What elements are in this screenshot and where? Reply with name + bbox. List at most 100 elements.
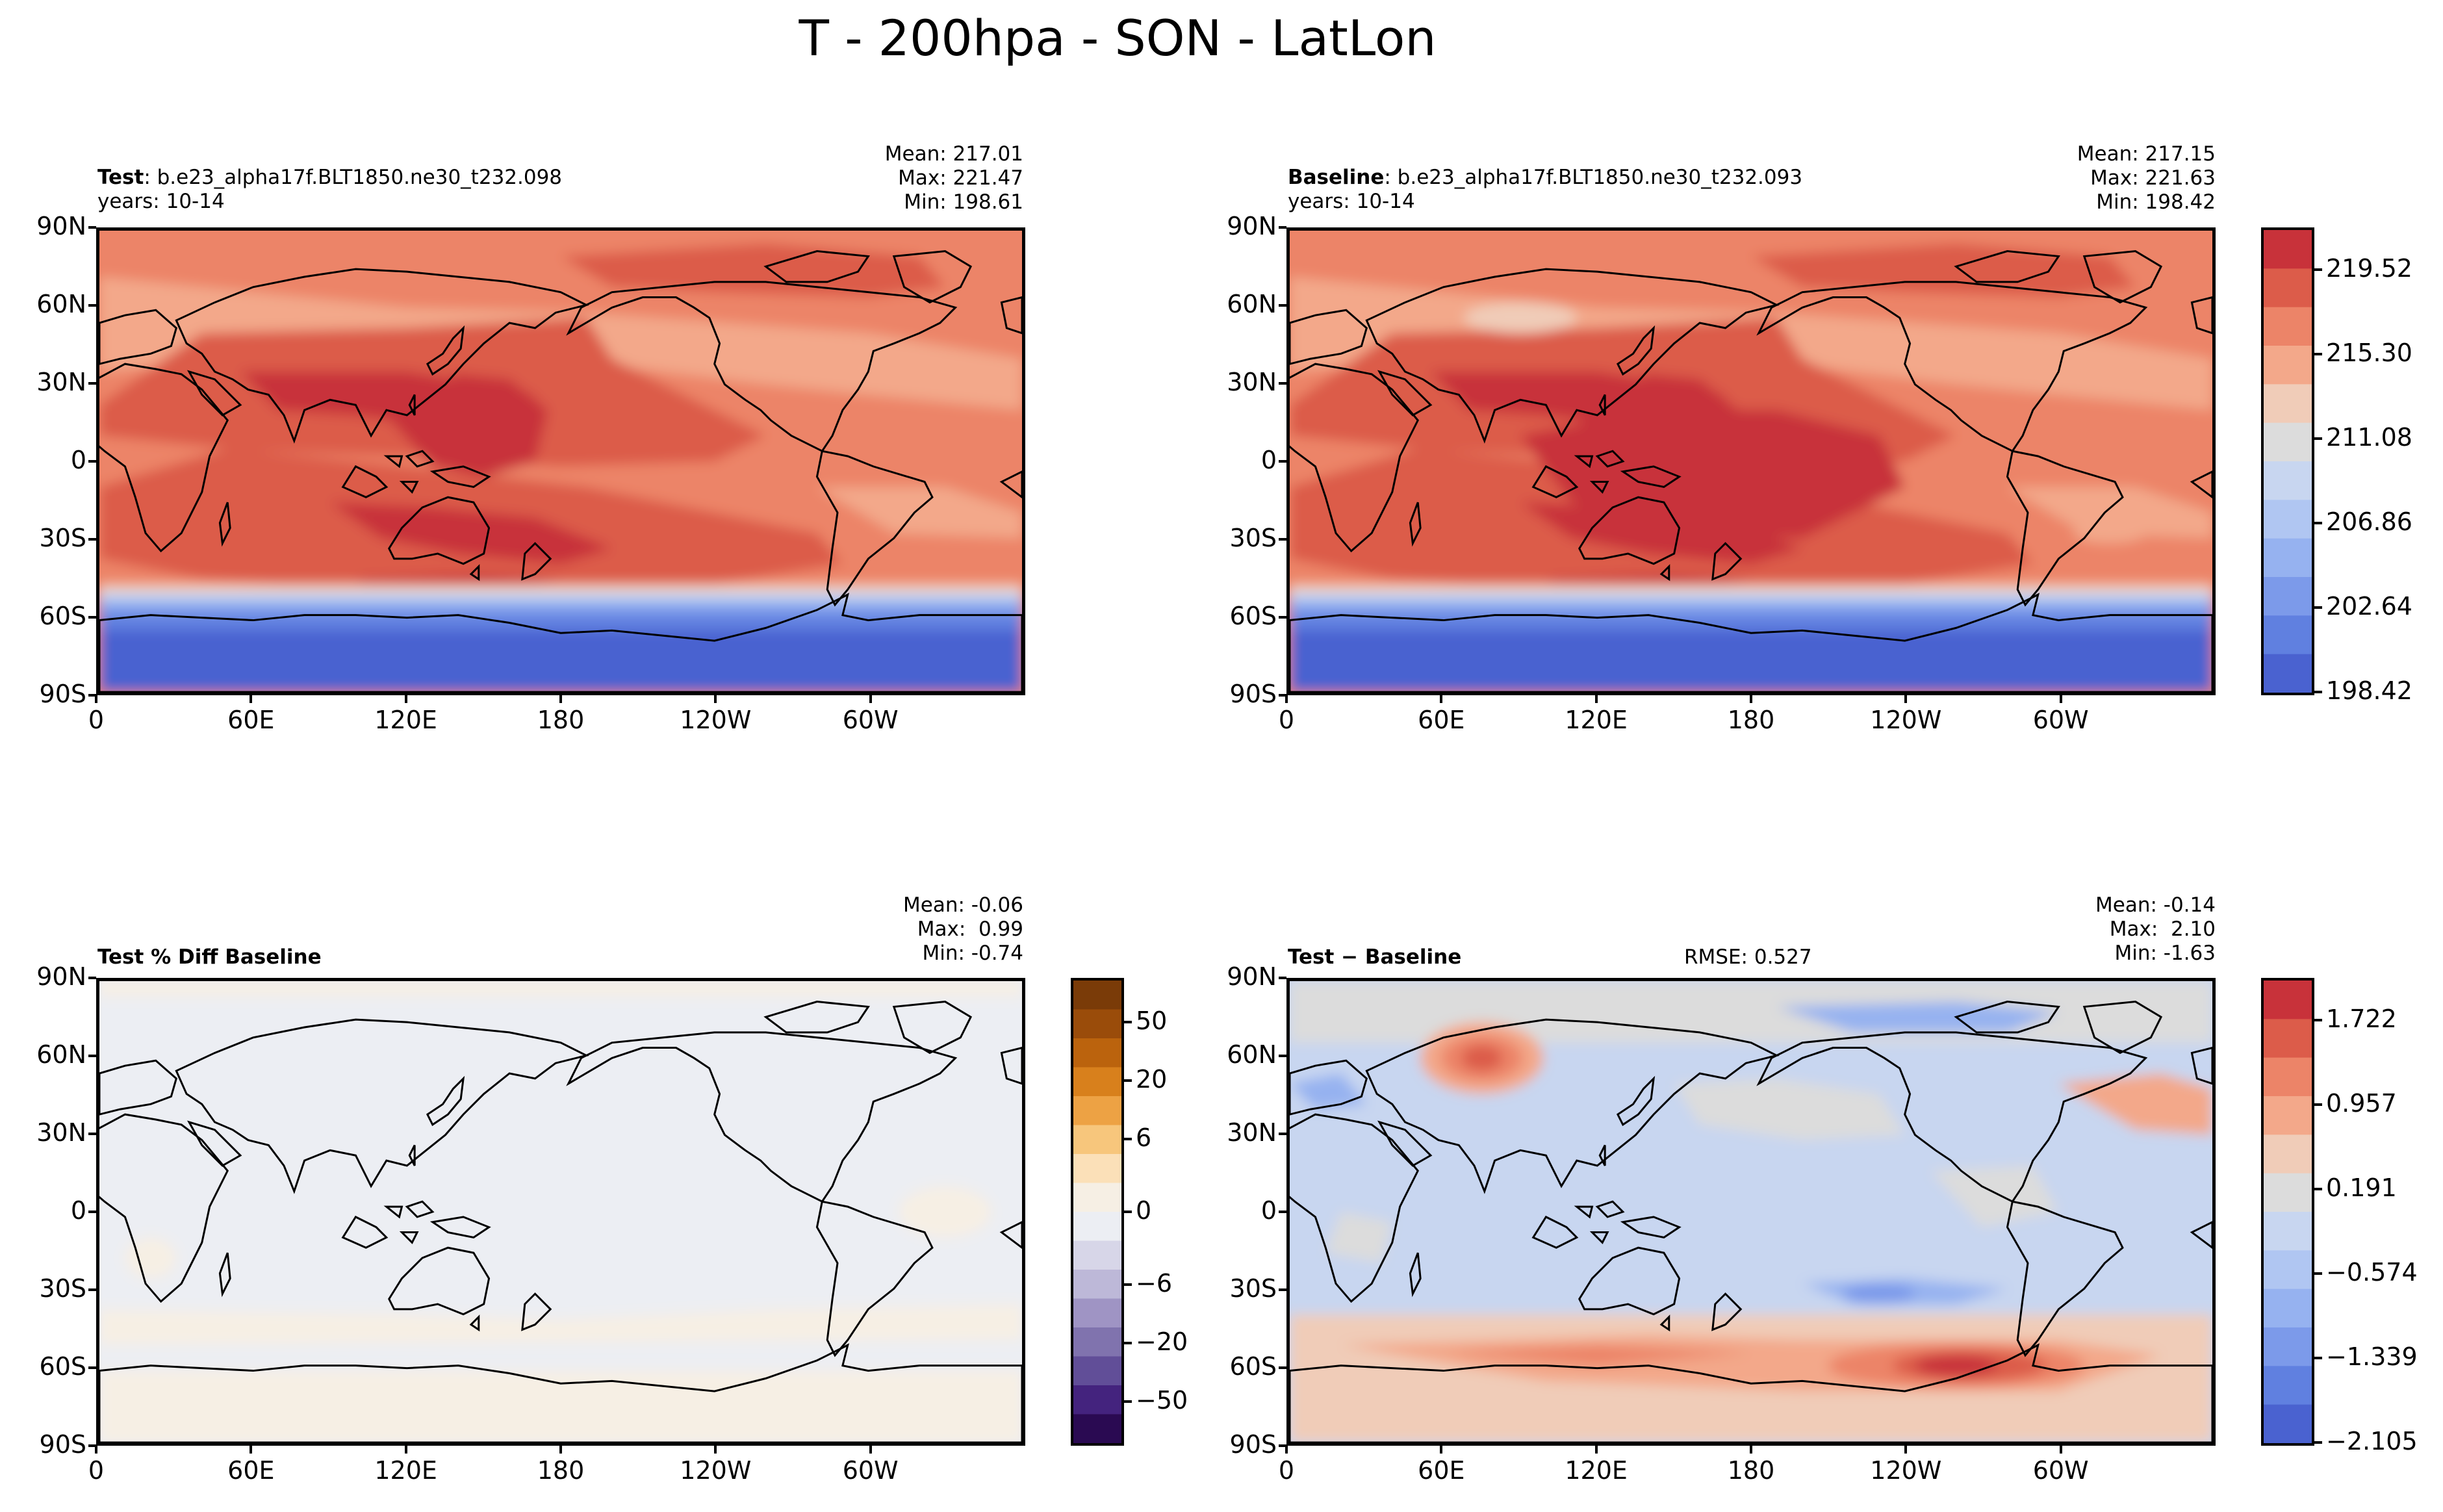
main-swatch — [2264, 500, 2312, 539]
xtick-label: 120E — [1565, 706, 1628, 734]
ytick-label: 90S — [1229, 1430, 1277, 1459]
diff-swatch — [2264, 1404, 2312, 1443]
ytick-label: 60S — [1229, 602, 1277, 630]
ytick-mark — [88, 1444, 96, 1447]
diff-swatch — [2264, 1327, 2312, 1367]
xtick-mark — [1285, 695, 1288, 703]
colorbar-tick-mark — [2314, 437, 2322, 440]
colorbar-tick-mark — [2314, 1103, 2322, 1106]
main-swatch — [2264, 230, 2312, 270]
ytick-label: 60S — [39, 1352, 86, 1381]
pctdiff-header: Test % Diff Baseline — [97, 945, 322, 969]
colorbar-tick-label: 50 — [1136, 1006, 1168, 1035]
colorbar-tick-label: 215.30 — [2326, 339, 2412, 367]
diff-colorbar — [2261, 978, 2314, 1446]
colorbar-tick-mark — [1124, 1079, 1132, 1082]
pctdiff-coastlines — [99, 1002, 1022, 1442]
main-swatch — [2264, 384, 2312, 424]
colorbar-tick-label: 211.08 — [2326, 423, 2412, 452]
pct-swatch — [1073, 1356, 1121, 1386]
xtick-mark — [1440, 695, 1443, 703]
colorbar-tick-label: 0.957 — [2326, 1089, 2397, 1118]
xtick-mark — [1904, 695, 1908, 703]
xtick-mark — [2059, 695, 2062, 703]
colorbar-tick-mark — [1124, 1400, 1132, 1403]
pct-swatch — [1073, 1154, 1121, 1184]
ytick-mark — [1279, 1133, 1286, 1135]
baseline-label: Baseline — [1288, 166, 1385, 189]
colorbar-tick-mark — [2314, 1357, 2322, 1359]
main-swatch — [2264, 461, 2312, 501]
pct-swatch — [1073, 1038, 1121, 1068]
xtick-label: 120E — [374, 706, 437, 734]
xtick-label: 0 — [88, 706, 105, 734]
colorbar-tick-label: −1.339 — [2326, 1342, 2418, 1371]
xtick-mark — [869, 695, 872, 703]
pctdiff-label: Test % Diff Baseline — [97, 945, 322, 969]
ytick-mark — [1279, 1444, 1286, 1447]
ytick-label: 30S — [39, 1274, 86, 1303]
diff-header: Test − Baseline — [1288, 945, 1461, 969]
test-mean: Mean: 217.01 — [884, 142, 1023, 166]
ytick-mark — [1279, 1288, 1286, 1291]
diff-swatch — [2264, 1212, 2312, 1251]
colorbar-tick-label: 0 — [1136, 1196, 1152, 1225]
xtick-label: 0 — [88, 1456, 105, 1485]
ytick-mark — [1279, 977, 1286, 979]
pctdiff-map — [96, 978, 1025, 1446]
ytick-mark — [88, 1211, 96, 1213]
test-coastlines — [99, 251, 1022, 692]
ytick-mark — [88, 977, 96, 979]
ytick-label: 0 — [1260, 446, 1277, 474]
xtick-label: 120E — [1565, 1456, 1628, 1485]
diff-label: Test − Baseline — [1288, 945, 1462, 969]
colorbar-tick-mark — [1124, 1211, 1132, 1213]
ytick-mark — [1279, 1366, 1286, 1369]
pct-swatch — [1073, 1183, 1121, 1212]
main-swatch — [2264, 615, 2312, 655]
xtick-mark — [404, 695, 407, 703]
colorbar-tick-mark — [1124, 1342, 1132, 1344]
colorbar-tick-mark — [2314, 606, 2322, 609]
xtick-mark — [95, 1446, 97, 1454]
xtick-label: 60E — [227, 1456, 275, 1485]
baseline-map — [1286, 227, 2216, 695]
diff-swatch — [2264, 1173, 2312, 1213]
diff-swatch — [2264, 1288, 2312, 1329]
main-swatch — [2264, 577, 2312, 617]
xtick-label: 180 — [1727, 1456, 1775, 1485]
baseline-max: Max: 221.63 — [2090, 166, 2216, 190]
pct-swatch — [1073, 1009, 1121, 1039]
main-swatch — [2264, 307, 2312, 347]
ytick-mark — [1279, 1055, 1286, 1057]
pctdiff-stats: Mean: -0.06 Max: 0.99 Min: -0.74 — [903, 893, 1023, 966]
xtick-mark — [714, 1446, 717, 1454]
diff-stats: Mean: -0.14 Max: 2.10 Min: -1.63 — [2095, 893, 2216, 966]
diff-field — [1290, 981, 2212, 1442]
xtick-mark — [1594, 695, 1598, 703]
xtick-label: 180 — [1727, 706, 1775, 734]
xtick-label: 60E — [1418, 1456, 1465, 1485]
ytick-mark — [1279, 304, 1286, 307]
ytick-mark — [88, 460, 96, 463]
ytick-mark — [88, 304, 96, 307]
pct-swatch — [1073, 1212, 1121, 1242]
test-stats: Mean: 217.01 Max: 221.47 Min: 198.61 — [885, 142, 1023, 214]
ytick-mark — [88, 1366, 96, 1369]
colorbar-tick-mark — [2314, 1441, 2322, 1444]
ytick-label: 30S — [1229, 1274, 1277, 1303]
ytick-mark — [88, 226, 96, 229]
ytick-label: 90N — [36, 212, 86, 240]
ytick-label: 30N — [1227, 368, 1277, 396]
ytick-label: 90N — [1227, 962, 1277, 991]
colorbar-tick-mark — [1124, 1283, 1132, 1286]
baseline-stats: Mean: 217.15 Max: 221.63 Min: 198.42 — [2077, 142, 2216, 214]
test-map — [96, 227, 1025, 695]
ytick-mark — [88, 1055, 96, 1057]
colorbar-tick-label: 6 — [1136, 1123, 1152, 1152]
test-header: Test: b.e23_alpha17f.BLT1850.ne30_t232.0… — [97, 166, 562, 214]
pctdiff-mean: Mean: -0.06 — [903, 893, 1023, 917]
ytick-label: 90S — [39, 1430, 86, 1459]
xtick-mark — [404, 1446, 407, 1454]
baseline-header: Baseline: b.e23_alpha17f.BLT1850.ne30_t2… — [1288, 166, 1802, 214]
